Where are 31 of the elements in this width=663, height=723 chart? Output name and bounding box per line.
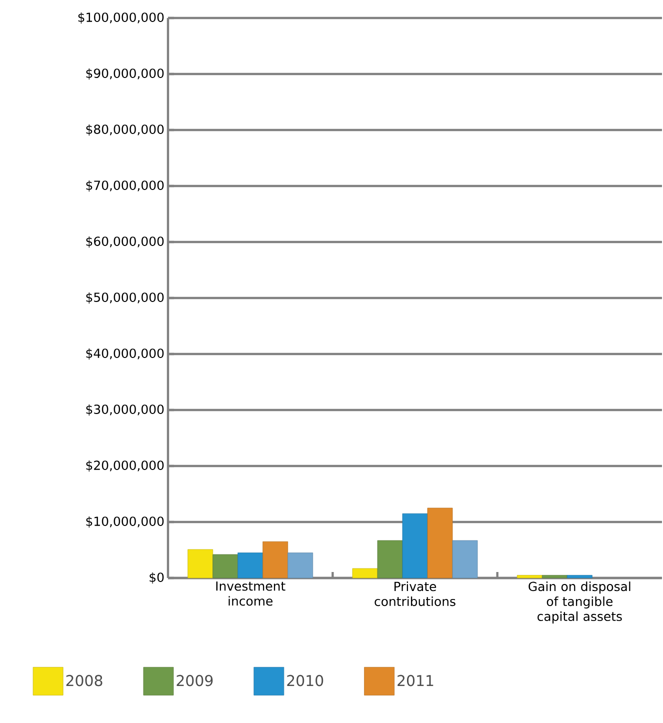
bar <box>377 540 403 578</box>
bar <box>427 508 453 578</box>
y-tick-label: $70,000,000 <box>86 180 164 192</box>
y-tick-label: $30,000,000 <box>86 404 164 416</box>
bar <box>212 554 238 578</box>
bar <box>188 549 213 578</box>
y-tick-label: $40,000,000 <box>86 348 164 360</box>
y-tick-label: $50,000,000 <box>86 292 164 304</box>
legend-label: 2010 <box>287 674 324 686</box>
y-tick-label: $80,000,000 <box>86 124 164 136</box>
bar <box>238 552 263 578</box>
bar <box>452 540 478 578</box>
legend-label: 2011 <box>398 674 434 686</box>
y-tick-label: $0 <box>150 572 164 584</box>
y-tick-label: $20,000,000 <box>86 460 164 472</box>
bar <box>262 541 288 578</box>
bar <box>516 574 542 578</box>
bar <box>402 513 428 578</box>
y-tick-label: $10,000,000 <box>86 516 164 528</box>
x-tick-label: Investment income <box>216 582 286 606</box>
bar <box>542 574 568 578</box>
y-tick-label: $60,000,000 <box>86 236 164 248</box>
legend-label: 2009 <box>176 674 213 686</box>
bar <box>288 552 313 578</box>
x-tick-label: Gain on disposal of tangible capital assets <box>528 582 630 624</box>
y-tick-label: $90,000,000 <box>86 68 164 80</box>
x-tick-label: Private contributions <box>374 582 456 606</box>
bar <box>352 568 378 578</box>
y-tick-label: $100,000,000 <box>78 12 164 24</box>
bar <box>566 574 592 578</box>
legend-label: 2008 <box>66 674 102 686</box>
